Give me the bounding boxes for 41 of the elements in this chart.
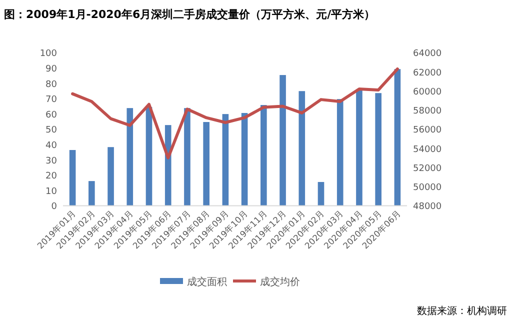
y-tick-label: 30 [46, 156, 58, 166]
bar [146, 107, 152, 206]
chart-title: 图：2009年1月-2020年6月深圳二手房成交量价（万平方米、元/平方米） [4, 8, 376, 21]
bar [203, 122, 210, 206]
y-tick-label: 100 [40, 49, 58, 60]
bar [241, 112, 248, 206]
bar [260, 105, 267, 206]
y2-tick-label: 54000 [413, 144, 442, 155]
y-tick-label: 10 [46, 186, 58, 197]
y2-tick-label: 52000 [413, 164, 442, 174]
bar [298, 91, 306, 206]
legend-label: 成交均价 [260, 276, 300, 288]
legend-label: 成交面积 [187, 276, 227, 288]
source-note: 数据来源：机构调研 [417, 305, 507, 317]
y2-tick-label: 62000 [413, 68, 442, 78]
y2-tick-label: 48000 [413, 202, 442, 212]
bar [375, 93, 382, 206]
y-tick-label: 90 [46, 64, 58, 74]
y-tick-label: 50 [46, 126, 58, 136]
bar [394, 69, 401, 206]
y2-tick-label: 60000 [413, 87, 442, 98]
y-tick-label: 20 [46, 172, 58, 182]
bar [69, 150, 76, 206]
bar [126, 108, 134, 206]
bar [184, 108, 190, 206]
bar [280, 75, 286, 206]
bar [88, 181, 95, 206]
bar [336, 99, 344, 206]
y-tick-label: 0 [51, 202, 58, 212]
y-tick-label: 80 [46, 80, 58, 90]
bar [108, 147, 114, 206]
bar [222, 114, 229, 206]
bar [318, 182, 324, 206]
y2-tick-label: 56000 [413, 126, 442, 136]
y-tick-label: 70 [46, 95, 58, 106]
y2-tick-label: 64000 [413, 49, 442, 60]
y2-tick-label: 58000 [413, 106, 442, 117]
bar [356, 90, 362, 206]
y-tick-label: 60 [46, 110, 58, 120]
y2-tick-label: 50000 [413, 183, 442, 194]
y-tick-label: 40 [46, 141, 58, 151]
